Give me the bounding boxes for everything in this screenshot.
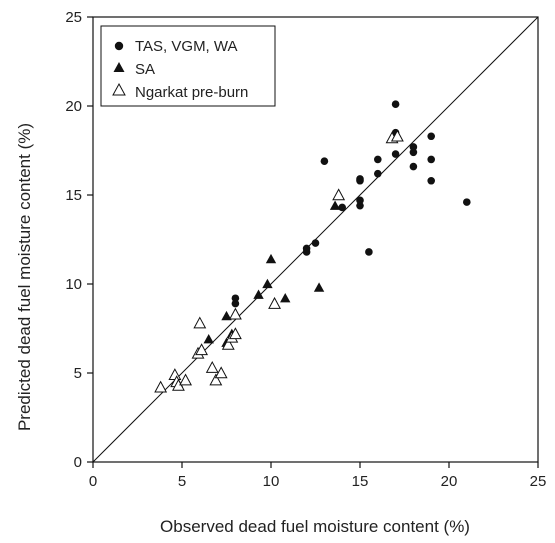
data-point-filled-triangle — [221, 310, 232, 321]
data-point-circle — [320, 157, 329, 165]
data-point-open-triangle — [209, 373, 223, 386]
data-point-circle — [427, 176, 436, 185]
data-point-circle — [463, 198, 471, 206]
legend-entry-2: Ngarkat pre-burn — [112, 82, 248, 101]
data-point-filled-triangle — [253, 289, 264, 299]
data-point-circle — [427, 155, 436, 164]
data-point-filled-triangle — [280, 293, 291, 303]
legend-box — [100, 25, 276, 107]
legend: TAS, VGM, WA SA Ngarkat pre-burn — [100, 25, 276, 107]
legend-marker-filled-triangle-icon — [113, 62, 125, 72]
data-point-open-triangle — [228, 327, 242, 340]
data-point-circle — [231, 299, 240, 308]
x-tick-label: 10 — [263, 473, 280, 490]
data-point-circle — [374, 155, 382, 164]
data-point-open-triangle — [205, 361, 219, 373]
data-point-circle — [338, 203, 347, 212]
y-tick-label: 10 — [65, 276, 82, 293]
legend-label-0: TAS, VGM, WA — [135, 38, 238, 55]
data-point-circle — [311, 239, 320, 247]
y-tick-label: 5 — [74, 365, 82, 382]
data-point-open-triangle — [154, 380, 168, 393]
x-tick-label: 25 — [530, 473, 547, 490]
legend-marker-circle-icon — [114, 41, 124, 51]
data-point-circle — [356, 196, 364, 205]
data-point-circle — [391, 100, 400, 109]
data-point-filled-triangle — [203, 333, 214, 344]
y-tick-label: 15 — [65, 187, 82, 204]
data-point-open-triangle — [228, 307, 242, 320]
legend-marker-open-triangle-icon — [112, 82, 126, 96]
data-point-circle — [427, 132, 436, 141]
data-point-open-triangle — [332, 188, 346, 201]
data-point-circle — [302, 244, 311, 253]
data-point-open-triangle — [268, 296, 281, 309]
y-tick-label: 20 — [65, 98, 82, 115]
data-point-circle — [391, 150, 400, 158]
x-tick-label: 5 — [178, 473, 186, 490]
data-point-circle — [409, 143, 418, 151]
legend-entry-1: SA — [113, 61, 155, 78]
legend-label-2: Ngarkat pre-burn — [135, 84, 248, 101]
data-point-open-triangle — [214, 366, 228, 379]
x-tick-label: 15 — [352, 473, 369, 490]
data-point-open-triangle — [390, 129, 404, 142]
y-axis-label: Predicted dead fuel moisture content (%) — [15, 123, 34, 431]
legend-entry-0: TAS, VGM, WA — [114, 38, 238, 55]
data-point-filled-triangle — [265, 253, 277, 264]
plot-frame — [92, 16, 539, 463]
data-point-circle — [365, 248, 373, 256]
data-point-filled-triangle — [262, 278, 273, 289]
y-tick-label: 0 — [74, 454, 82, 471]
legend-label-1: SA — [135, 61, 155, 78]
data-point-circle — [409, 148, 418, 157]
data-point-circle — [231, 294, 240, 303]
data-point-open-triangle — [221, 337, 235, 350]
data-point-open-triangle — [179, 373, 192, 386]
x-tick-label: 0 — [89, 473, 97, 490]
x-tick-label: 20 — [441, 473, 458, 490]
y-tick-label: 25 — [65, 9, 82, 26]
data-point-circle — [356, 175, 364, 183]
data-point-circle — [409, 162, 418, 171]
x-axis-label: Observed dead fuel moisture content (%) — [160, 517, 470, 536]
data-point-filled-triangle — [313, 282, 325, 292]
axes: 0 5 10 15 20 25 0 5 10 15 20 25 — [65, 9, 546, 490]
data-point-open-triangle — [168, 368, 182, 381]
data-point-filled-triangle — [329, 200, 341, 210]
data-point-circle — [356, 201, 364, 210]
data-point-circle — [374, 169, 382, 178]
data-points — [154, 100, 471, 393]
data-point-open-triangle — [193, 316, 207, 329]
data-point-open-triangle — [195, 343, 209, 356]
